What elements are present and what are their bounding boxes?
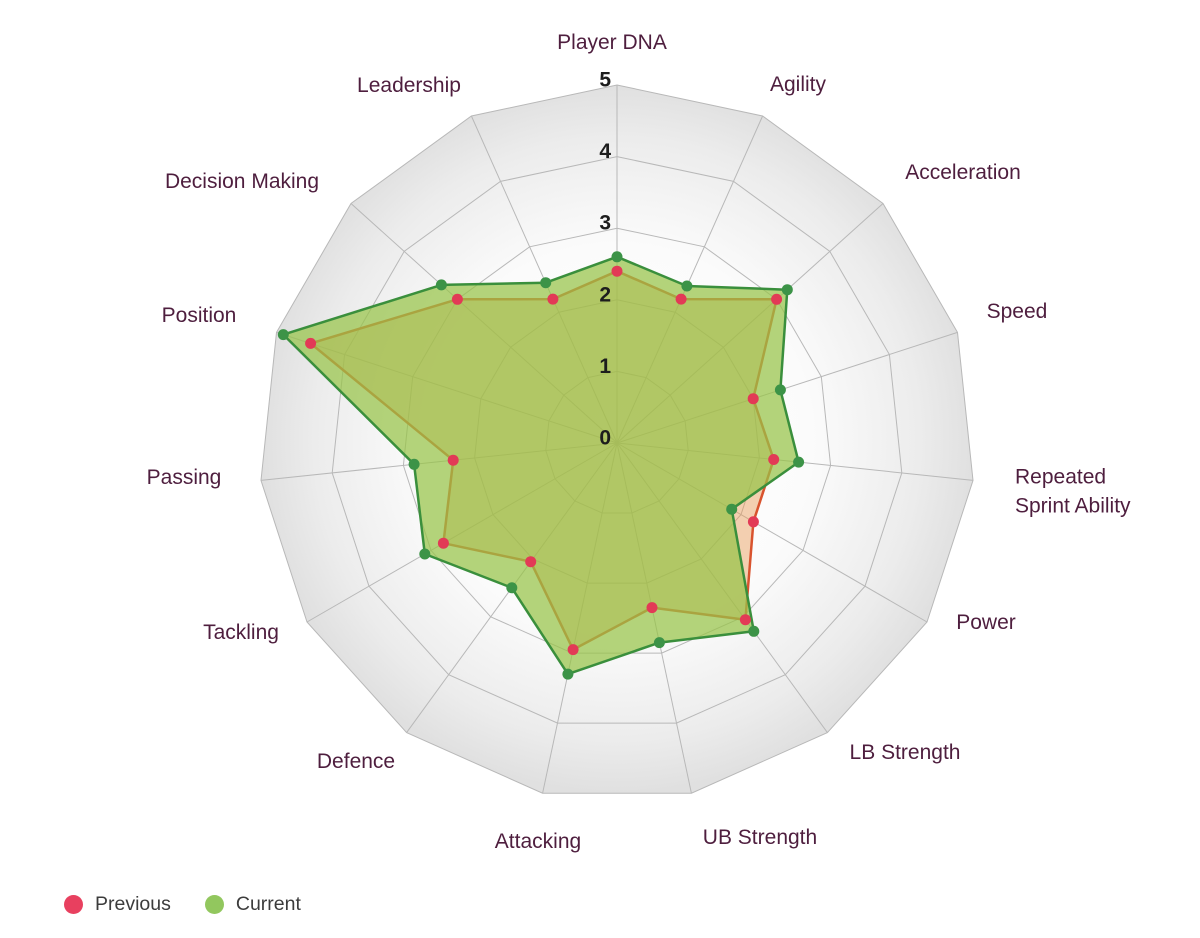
data-point-previous[interactable]	[747, 516, 759, 528]
axis-label-speed: Speed	[987, 300, 1048, 323]
r-axis-tick-label: 0	[599, 427, 611, 450]
data-point-current[interactable]	[277, 329, 289, 341]
legend-label-previous: Previous	[95, 893, 171, 915]
data-point-current[interactable]	[748, 625, 760, 637]
data-point-current[interactable]	[653, 637, 665, 649]
axis-label-leadership: Leadership	[357, 74, 461, 97]
data-point-current[interactable]	[681, 280, 693, 292]
data-point-current[interactable]	[540, 277, 552, 289]
legend-item-current[interactable]: Current	[204, 893, 301, 916]
axis-label-position: Position	[162, 304, 237, 327]
axis-label-acceleration: Acceleration	[905, 161, 1021, 184]
legend-label-current: Current	[235, 893, 301, 915]
data-point-current[interactable]	[774, 384, 786, 396]
data-point-current[interactable]	[435, 279, 447, 291]
axis-label-ub-strength: UB Strength	[703, 826, 817, 849]
legend-item-previous[interactable]: Previous	[64, 893, 171, 916]
data-point-current[interactable]	[408, 458, 420, 470]
data-point-previous[interactable]	[747, 393, 759, 405]
axis-label-lb-strength: LB Strength	[850, 741, 961, 764]
data-point-current[interactable]	[419, 548, 431, 560]
r-axis-tick-label: 5	[599, 69, 611, 92]
legend-marker-current-icon	[204, 895, 224, 914]
data-point-current[interactable]	[781, 284, 793, 296]
axis-label-repeated-sprint-ability: Repeated Sprint Ability	[1015, 465, 1131, 517]
axis-label-agility: Agility	[770, 73, 827, 96]
axis-label-defence: Defence	[317, 750, 395, 773]
r-axis-tick-label: 1	[599, 355, 611, 378]
legend-marker-previous-icon	[64, 895, 83, 914]
data-point-previous[interactable]	[739, 614, 751, 626]
series-area-current	[282, 255, 800, 676]
axis-label-player-dna: Player DNA	[557, 31, 667, 54]
data-point-previous[interactable]	[437, 537, 449, 549]
data-point-previous[interactable]	[305, 337, 317, 349]
data-point-current[interactable]	[726, 503, 738, 515]
r-axis-tick-label: 2	[599, 283, 611, 306]
r-axis-tick-label: 4	[599, 140, 611, 163]
data-point-previous[interactable]	[447, 454, 459, 466]
axis-label-passing: Passing	[147, 466, 222, 489]
data-point-previous[interactable]	[771, 293, 783, 305]
axis-label-decision-making: Decision Making	[165, 170, 319, 193]
data-point-previous[interactable]	[567, 644, 579, 656]
chart-legend: Previous Current	[64, 893, 301, 916]
axis-label-power: Power	[956, 611, 1016, 634]
r-axis-tick-label: 3	[599, 212, 611, 235]
axis-label-tackling: Tackling	[203, 621, 279, 644]
data-point-previous[interactable]	[675, 293, 687, 305]
data-point-previous[interactable]	[547, 293, 559, 305]
data-point-previous[interactable]	[646, 602, 658, 614]
data-point-current[interactable]	[611, 251, 623, 263]
data-point-current[interactable]	[506, 582, 518, 594]
data-point-previous[interactable]	[451, 293, 463, 305]
axis-label-attacking: Attacking	[495, 830, 581, 853]
data-point-previous[interactable]	[525, 556, 537, 568]
data-point-current[interactable]	[793, 456, 805, 468]
data-point-previous[interactable]	[768, 454, 780, 465]
data-point-previous[interactable]	[611, 265, 623, 277]
grid-ring	[260, 84, 974, 794]
grid-ring	[331, 156, 903, 724]
data-point-current[interactable]	[562, 668, 574, 680]
